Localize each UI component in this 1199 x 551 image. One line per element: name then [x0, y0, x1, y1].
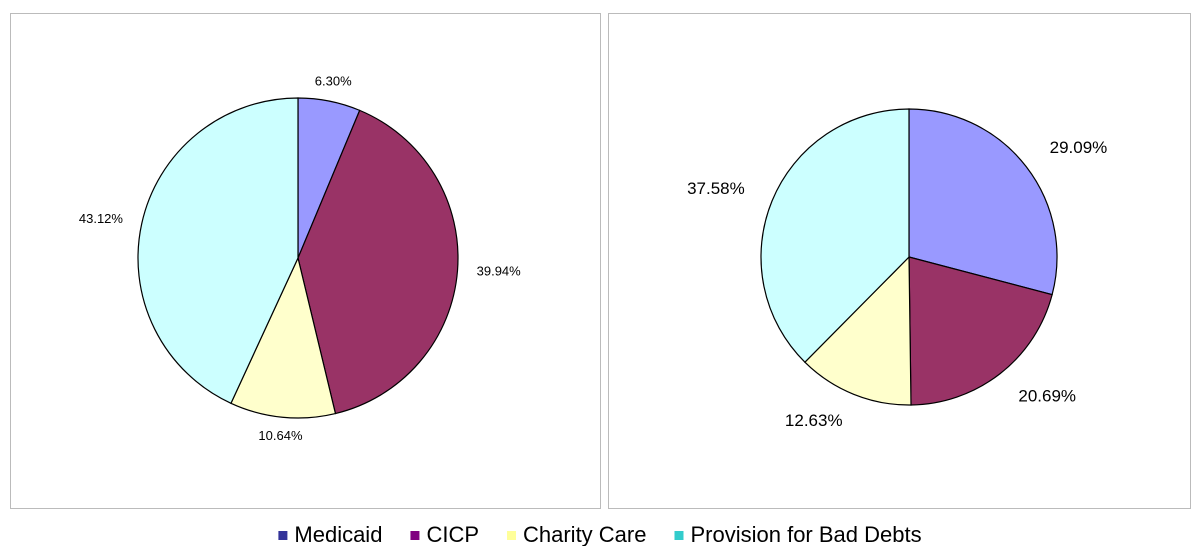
legend-label: Medicaid	[294, 522, 382, 546]
legend-label: CICP	[426, 522, 479, 546]
legend-swatch	[507, 531, 517, 540]
legend-swatch	[410, 531, 420, 540]
pie-slice	[230, 256, 337, 419]
pie-slice	[297, 109, 459, 415]
data-label: 29.09%	[1050, 138, 1108, 157]
pie-slice	[804, 255, 912, 406]
pie-slice	[760, 108, 910, 364]
data-label: 39.94%	[477, 264, 522, 279]
data-label: 43.12%	[79, 211, 124, 226]
data-label: 6.30%	[315, 74, 352, 89]
data-label: 12.63%	[785, 411, 843, 430]
pie-slice	[908, 108, 1058, 296]
legend-label: Charity Care	[523, 522, 646, 546]
data-label: 20.69%	[1018, 386, 1076, 405]
legend-swatch	[278, 531, 288, 540]
pie-slice	[137, 97, 299, 405]
legend-swatch	[674, 531, 684, 540]
legend-label: Provision for Bad Debts	[690, 522, 921, 546]
data-label: 37.58%	[687, 179, 745, 198]
pie-slice	[908, 256, 1053, 406]
data-label: 10.64%	[258, 428, 303, 443]
